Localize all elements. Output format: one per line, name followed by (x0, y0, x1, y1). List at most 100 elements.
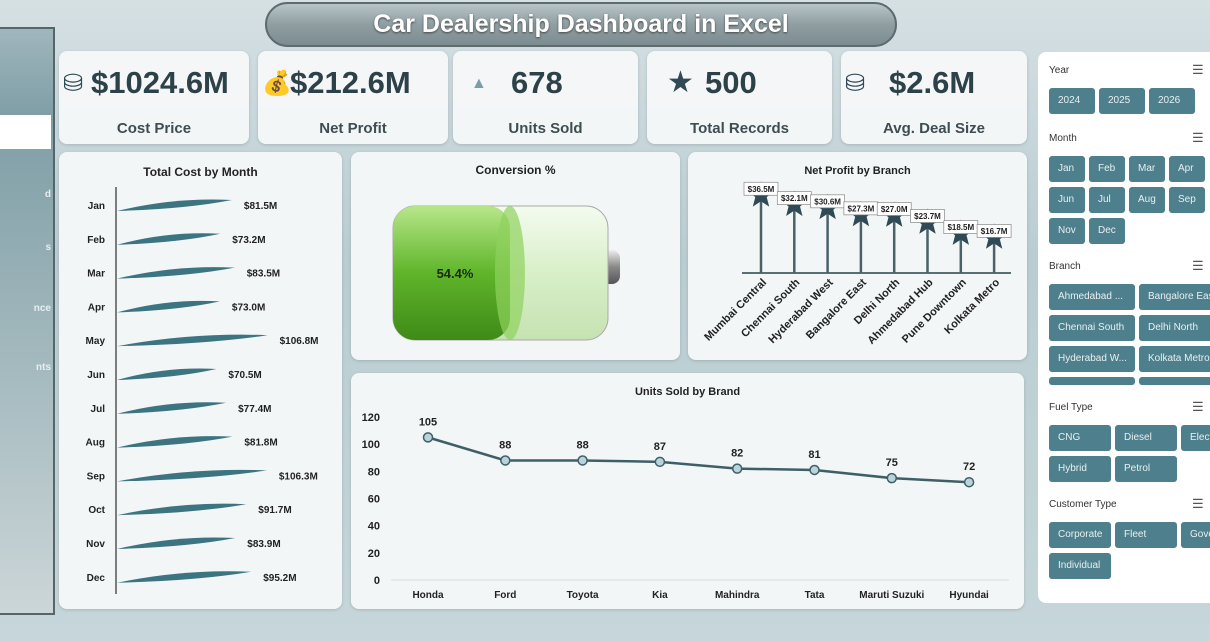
slicer-item[interactable]: Hyderabad W... (1049, 346, 1135, 372)
data-label: $81.8M (244, 438, 277, 449)
data-label: $106.8M (280, 336, 319, 347)
branch-label: Bangalore East (804, 276, 869, 341)
branch-label: Mumbai Central (702, 277, 769, 344)
data-label: $32.1M (781, 194, 808, 203)
slicer-item[interactable]: Fleet (1115, 522, 1177, 548)
slicer-title: Customer Type (1049, 499, 1117, 510)
sidebar-item[interactable]: nce (33, 303, 51, 314)
chart-title: Conversion % (475, 163, 556, 177)
slicer-item[interactable]: Chennai South (1049, 315, 1135, 341)
slicer-item[interactable]: Jun (1049, 187, 1085, 213)
sidebar-selected-item[interactable] (0, 115, 51, 149)
data-label: $23.7M (914, 212, 941, 221)
slicer-item[interactable]: CNG (1049, 425, 1111, 451)
slicer-item[interactable]: Jan (1049, 156, 1085, 182)
data-point (731, 463, 743, 474)
kpi-label: Total Records (690, 120, 789, 137)
slicer-item[interactable]: Government (1181, 522, 1210, 548)
cost-bar (117, 199, 232, 211)
cost-bar (117, 436, 233, 448)
data-label: 75 (886, 457, 898, 469)
y-tick-label: 60 (368, 494, 380, 506)
month-label: Jun (87, 370, 105, 381)
cost-bar (117, 368, 217, 380)
cost-bar (117, 571, 252, 583)
data-label-box (910, 209, 945, 223)
data-label: 105 (419, 416, 437, 428)
kpi-label: Avg. Deal Size (883, 120, 985, 137)
units-sold-panel: Units Sold by Brand 0 20 40 60 80 100 120 105 Ho… (351, 373, 1024, 609)
slicer-item[interactable]: Sep (1169, 187, 1205, 213)
multi-select-icon[interactable]: ☰ (1192, 258, 1204, 273)
slicer-item[interactable]: 2026 (1149, 88, 1195, 114)
data-point (500, 455, 511, 466)
slicer-item[interactable]: Mar (1129, 156, 1165, 182)
y-tick-label: 100 (362, 439, 380, 451)
brand-label: Kia (652, 590, 668, 601)
month-label: Mar (87, 269, 105, 280)
multi-select-icon[interactable]: ☰ (1192, 62, 1204, 77)
cost-bar (117, 469, 267, 482)
slicer-item[interactable] (1049, 377, 1135, 385)
y-tick-label: 80 (368, 466, 380, 478)
cost-bar (117, 402, 227, 414)
slicer-item[interactable]: Aug (1129, 187, 1165, 213)
month-label: Dec (87, 573, 106, 584)
data-point (577, 455, 588, 466)
slicer-item[interactable]: Dec (1089, 218, 1125, 244)
multi-select-icon[interactable]: ☰ (1192, 399, 1204, 414)
slicer-item[interactable]: Diesel (1115, 425, 1177, 451)
data-label-box (976, 224, 1012, 238)
sidebar-item[interactable]: d (44, 189, 51, 200)
data-label: 82 (731, 448, 743, 460)
data-label: $83.5M (247, 269, 280, 280)
data-label: $30.6M (814, 197, 841, 206)
slicer-item[interactable]: 2024 (1049, 88, 1095, 114)
slicer-item[interactable]: 2025 (1099, 88, 1145, 114)
data-label: 88 (499, 439, 511, 451)
net-profit-panel: Net Profit by Branch $36.5M Mumbai Centra… (688, 152, 1027, 360)
slicer-title: Branch (1049, 261, 1081, 272)
kpi-card-total-records: ★ 500 Total Records (647, 51, 832, 144)
kpi-value: $1024.6M (91, 65, 229, 100)
slicer-item[interactable] (1139, 377, 1210, 385)
kpi-label: Net Profit (319, 120, 387, 137)
data-label: $36.5M (748, 185, 775, 194)
slicer-item[interactable]: Feb (1089, 156, 1125, 182)
total-cost-panel: Total Cost by Month Jan $81.5M Feb $73.2M Ma… (59, 152, 342, 609)
slicer-item[interactable]: Delhi North (1139, 315, 1210, 341)
month-label: May (86, 336, 106, 347)
slicer-title: Month (1049, 133, 1077, 144)
data-label: $27.3M (848, 204, 875, 213)
data-label-box (876, 202, 912, 216)
data-point (422, 432, 434, 443)
month-label: Nov (86, 539, 105, 550)
slicer-item[interactable]: Individual (1049, 553, 1111, 579)
multi-select-icon[interactable]: ☰ (1192, 130, 1204, 145)
slicer-item[interactable]: Ahmedabad ... (1049, 284, 1135, 310)
slicer-item[interactable]: Nov (1049, 218, 1085, 244)
star-icon: ★ (667, 66, 694, 99)
slicer-item[interactable]: Bangalore East (1139, 284, 1210, 310)
sidebar-item[interactable]: nts (36, 362, 51, 373)
total-cost-chart: Jan $81.5M Feb $73.2M Mar $83.5M Apr $73.0M May $… (86, 187, 319, 594)
sidebar-nav: d s nce nts (0, 27, 55, 615)
data-point (963, 476, 975, 488)
slicer-item[interactable]: Apr (1169, 156, 1205, 182)
slicer-item[interactable]: Electric (1181, 425, 1210, 451)
data-label: 81 (808, 449, 820, 461)
kpi-value: 500 (705, 65, 757, 100)
slicer-item[interactable]: Corporate (1049, 522, 1111, 548)
slicer-item[interactable]: Petrol (1115, 456, 1177, 482)
multi-select-icon[interactable]: ☰ (1192, 496, 1204, 511)
cost-bar (117, 503, 247, 516)
slicer-item[interactable]: Jul (1089, 187, 1125, 213)
conversion-panel: Conversion % 54.4% (351, 152, 680, 360)
battery-gauge: 54.4% (392, 205, 620, 341)
sidebar-item[interactable]: s (45, 242, 51, 253)
chart-title: Units Sold by Brand (634, 386, 741, 398)
slicer-item[interactable]: Kolkata Metro (1139, 346, 1210, 372)
units-sold-chart: 0 20 40 60 80 100 120 105 Honda 88 Ford 88 Toyota 87 K… (362, 412, 1009, 601)
slicer-item[interactable]: Hybrid (1049, 456, 1111, 482)
data-label: $77.4M (238, 404, 271, 415)
